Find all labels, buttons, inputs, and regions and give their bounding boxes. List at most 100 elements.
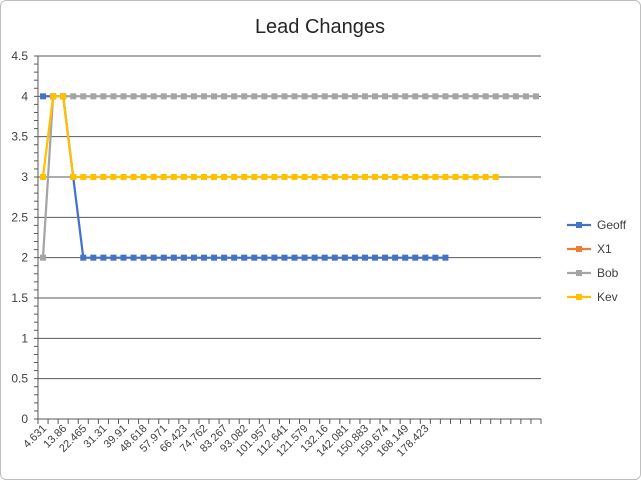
data-point [211, 93, 218, 100]
data-point [512, 93, 519, 100]
gridlines [38, 55, 541, 380]
data-point [281, 93, 288, 100]
y-tick-label: 4 [21, 89, 28, 103]
data-point [392, 254, 399, 261]
data-point [382, 254, 389, 261]
data-point [392, 174, 399, 180]
data-point [190, 254, 197, 261]
data-point [321, 93, 328, 100]
y-tick-label: 0 [21, 412, 28, 426]
legend-item-kev: Kev [567, 290, 618, 304]
legend-item-geoff: Geoff [567, 218, 627, 232]
legend-label: Bob [597, 266, 619, 280]
data-point [412, 174, 419, 180]
data-point [200, 174, 207, 180]
data-point [442, 93, 449, 100]
data-point [50, 93, 57, 100]
data-point [150, 174, 157, 180]
data-point [140, 254, 147, 261]
data-point [170, 174, 177, 180]
data-point [100, 93, 107, 100]
data-point [311, 93, 318, 100]
data-point [432, 174, 439, 180]
data-point [80, 93, 87, 100]
legend-swatch-marker [576, 246, 582, 252]
series-geoff [40, 93, 449, 261]
data-point [241, 174, 248, 180]
legend-item-bob: Bob [567, 266, 619, 280]
data-point [211, 254, 218, 261]
data-point [372, 254, 379, 261]
data-point [492, 93, 499, 100]
data-point [402, 93, 409, 100]
data-point [160, 93, 167, 100]
data-point [422, 254, 429, 261]
data-point [110, 174, 117, 180]
data-point [311, 254, 318, 261]
data-point [432, 254, 439, 261]
data-point [341, 254, 348, 261]
data-point [190, 174, 197, 180]
data-point [261, 174, 268, 180]
legend-item-x1: X1 [567, 242, 612, 256]
data-point [211, 174, 218, 180]
legend: Geoff X1 Bob Kev [567, 218, 627, 304]
y-tick-label: 1 [21, 331, 28, 345]
series-kev [40, 93, 499, 180]
data-point [281, 254, 288, 261]
data-point [372, 174, 379, 180]
data-point [442, 254, 449, 261]
data-point [412, 93, 419, 100]
series-line [41, 95, 496, 179]
x-axis-ticks: 4.63113.8622.46531.3139.9148.61857.97166… [21, 423, 431, 460]
y-tick-label: 2.5 [11, 210, 28, 224]
data-point [492, 174, 499, 180]
data-point [321, 174, 328, 180]
y-tick-label: 4.5 [11, 49, 28, 63]
data-point [351, 254, 358, 261]
data-point [180, 254, 187, 261]
data-point [422, 174, 429, 180]
data-point [231, 93, 238, 100]
data-point [341, 93, 348, 100]
data-point [351, 174, 358, 180]
data-point [40, 254, 47, 261]
data-point [502, 93, 509, 100]
data-point [482, 93, 489, 100]
data-point [150, 93, 157, 100]
data-point [90, 174, 97, 180]
data-point [482, 174, 489, 180]
data-point [422, 93, 429, 100]
legend-swatch-marker [576, 222, 582, 228]
data-point [281, 174, 288, 180]
data-point [291, 174, 298, 180]
data-point [301, 93, 308, 100]
data-point [130, 254, 137, 261]
axes [34, 55, 542, 424]
legend-swatch-marker [576, 270, 582, 276]
data-point [291, 254, 298, 261]
y-tick-label: 0.5 [11, 372, 28, 386]
data-point [361, 254, 368, 261]
data-point [331, 174, 338, 180]
data-point [140, 174, 147, 180]
data-point [532, 93, 539, 100]
data-point [442, 174, 449, 180]
data-point [402, 174, 409, 180]
data-point [432, 93, 439, 100]
data-point [392, 93, 399, 100]
data-point [221, 254, 228, 261]
data-point [180, 93, 187, 100]
data-point [251, 174, 258, 180]
data-point [452, 93, 459, 100]
data-point [140, 93, 147, 100]
legend-label: Kev [597, 290, 618, 304]
data-point [472, 174, 479, 180]
data-point [231, 174, 238, 180]
data-point [251, 93, 258, 100]
data-point [462, 93, 469, 100]
y-tick-label: 1.5 [11, 291, 28, 305]
data-point [221, 174, 228, 180]
data-point [130, 174, 137, 180]
